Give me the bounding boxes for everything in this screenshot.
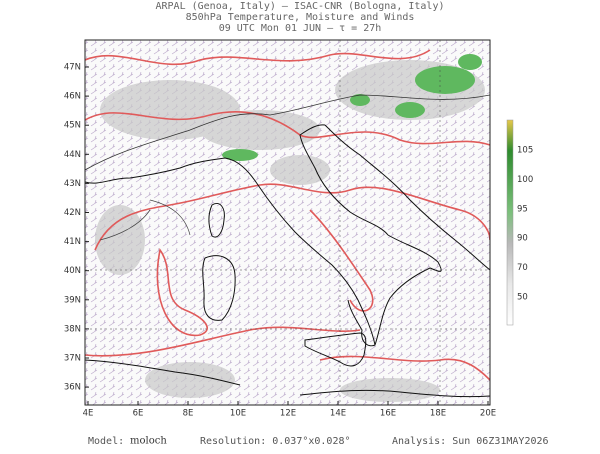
footer-model: moloch (130, 436, 167, 447)
latitude-label: 40N (64, 266, 81, 276)
longitude-label: 8E (183, 409, 194, 419)
latitude-label: 36N (64, 383, 81, 393)
map-area (85, 40, 490, 405)
colorbar-label: 95 (517, 204, 528, 214)
footer-resolution: Resolution: 0.037°x0.028° (200, 436, 351, 447)
longitude-label: 6E (133, 409, 144, 419)
latitude-label: 42N (64, 208, 81, 218)
colorbar-label: 70 (517, 263, 528, 273)
colorbar (506, 119, 514, 326)
longitude-label: 16E (380, 409, 396, 419)
header-line: 850hPa Temperature, Moisture and Winds (186, 12, 415, 23)
coastlines (85, 94, 490, 398)
colorbar-label: 50 (517, 293, 528, 303)
latitude-label: 45N (64, 121, 81, 131)
latitude-label: 38N (64, 324, 81, 334)
latitude-label: 44N (64, 150, 81, 160)
longitude-label: 20E (480, 409, 496, 419)
longitude-label: 10E (230, 409, 246, 419)
graticule (85, 40, 490, 405)
longitude-label: 14E (330, 409, 346, 419)
colorbar-label: 90 (517, 234, 528, 244)
header-line: ARPAL (Genoa, Italy) – ISAC-CNR (Bologna… (156, 1, 445, 12)
latitude-label: 41N (64, 237, 81, 247)
header-line: 09 UTC Mon 01 JUN – τ = 27h (219, 23, 382, 34)
latitude-label: 43N (64, 179, 81, 189)
colorbar-label: 100 (517, 175, 533, 185)
colorbar-label: 105 (517, 146, 533, 156)
latitude-label: 39N (64, 295, 81, 305)
latitude-label: 46N (64, 92, 81, 102)
longitude-label: 4E (83, 409, 94, 419)
latitude-label: 47N (64, 63, 81, 73)
longitude-label: 18E (430, 409, 446, 419)
footer-analysis: Analysis: Sun 06Z31MAY2026 (392, 436, 549, 447)
longitude-label: 12E (280, 409, 296, 419)
footer-label: Model: (88, 436, 124, 447)
latitude-label: 37N (64, 354, 81, 364)
moisture-patches (222, 54, 482, 161)
